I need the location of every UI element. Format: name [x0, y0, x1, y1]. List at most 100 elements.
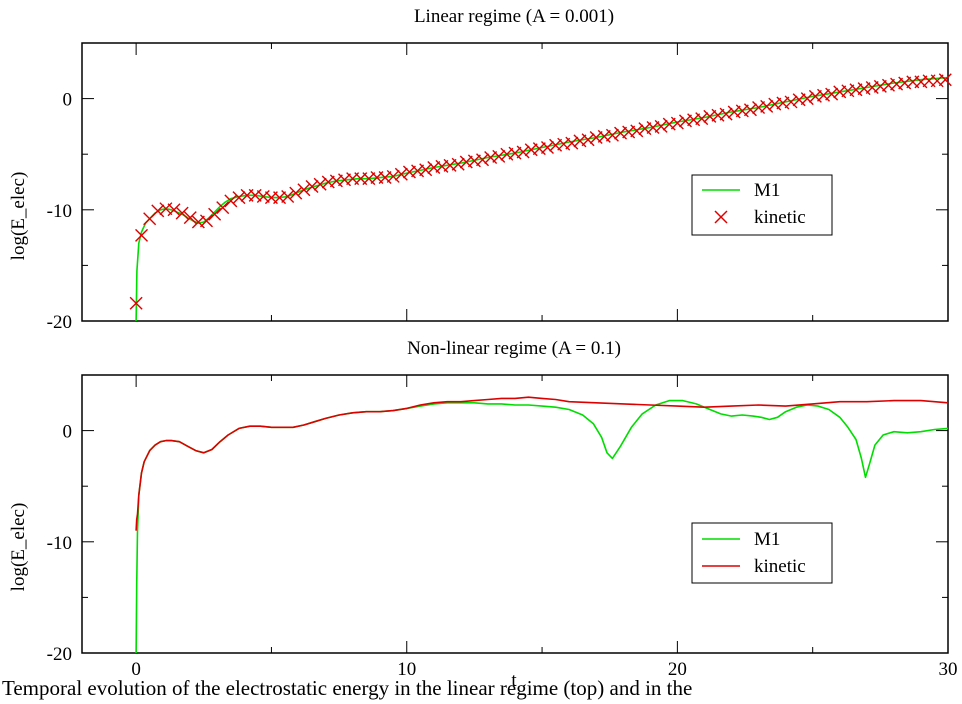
kinetic-marker [890, 77, 904, 91]
kinetic-marker [760, 99, 774, 113]
legend: M1 kinetic [691, 522, 833, 584]
panel-title: Non-linear regime (A = 0.1) [407, 338, 621, 359]
kinetic-marker [630, 124, 644, 138]
kinetic-marker [281, 189, 295, 203]
kinetic-marker [297, 183, 311, 197]
kinetic-marker [183, 211, 197, 225]
kinetic-marker [232, 191, 246, 205]
legend-label-m1: M1 [754, 529, 780, 550]
kinetic-marker [159, 202, 173, 216]
y-tick-label: 0 [63, 90, 73, 111]
kinetic-marker [857, 82, 871, 96]
kinetic-marker [873, 79, 887, 93]
kinetic-marker [329, 174, 343, 188]
kinetic-marker [435, 159, 449, 173]
kinetic-marker [508, 146, 522, 160]
series-kinetic-markers [129, 73, 952, 310]
figure-caption: Temporal evolution of the electrostatic … [2, 676, 693, 700]
y-tick-label: -20 [47, 312, 72, 333]
kinetic-marker [752, 101, 766, 114]
kinetic-marker [719, 107, 733, 121]
kinetic-marker [776, 96, 790, 110]
legend-label-kinetic: kinetic [754, 207, 806, 228]
kinetic-marker [703, 109, 717, 123]
kinetic-marker [938, 73, 952, 87]
kinetic-marker [386, 169, 400, 183]
kinetic-marker [557, 137, 571, 151]
kinetic-marker [784, 95, 798, 109]
series-layer [135, 396, 949, 654]
kinetic-marker [841, 84, 855, 98]
kinetic-marker [248, 188, 262, 202]
kinetic-marker [532, 142, 546, 156]
kinetic-marker [670, 116, 684, 130]
y-axis-label: log(E_elec) [8, 172, 29, 261]
y-tick-label: -20 [47, 644, 72, 665]
kinetic-marker [151, 204, 165, 218]
plot-frame [81, 374, 949, 654]
kinetic-marker [273, 191, 287, 205]
kinetic-marker [427, 161, 441, 175]
kinetic-marker [321, 175, 335, 189]
kinetic-marker [735, 104, 749, 118]
x-tick-label: 0 [131, 659, 141, 680]
kinetic-marker [459, 155, 473, 169]
kinetic-marker [881, 78, 895, 92]
kinetic-marker [305, 179, 319, 193]
kinetic-marker [191, 215, 205, 229]
kinetic-marker [638, 122, 652, 136]
kinetic-marker [467, 154, 481, 168]
kinetic-marker [451, 157, 465, 171]
kinetic-marker [208, 207, 222, 221]
kinetic-marker [825, 87, 839, 101]
kinetic-marker [216, 201, 230, 215]
kinetic-marker [500, 147, 514, 161]
kinetic-marker [865, 80, 879, 94]
plot-frame [81, 42, 949, 322]
panel-title: Linear regime (A = 0.001) [414, 6, 614, 27]
kinetic-marker [792, 93, 806, 107]
axis-ticks: 0 10 20 30 -20 -10 0 [47, 374, 958, 680]
kinetic-marker [727, 105, 741, 119]
kinetic-marker [313, 177, 327, 191]
kinetic-marker [135, 228, 149, 242]
kinetic-marker [800, 92, 814, 106]
kinetic-marker [808, 89, 822, 103]
kinetic-marker [411, 164, 425, 178]
kinetic-marker [605, 128, 619, 142]
kinetic-marker [443, 158, 457, 172]
x-tick-label: 10 [397, 659, 416, 680]
kinetic-marker [597, 129, 611, 143]
legend-label-kinetic: kinetic [754, 556, 806, 577]
legend-marker-kinetic [714, 210, 728, 224]
series-kinetic-line [135, 396, 949, 531]
kinetic-marker [622, 125, 636, 139]
kinetic-marker [711, 108, 725, 122]
linear-regime-panel: Linear regime (A = 0.001) log(E_elec) -2… [8, 6, 952, 333]
kinetic-marker [540, 141, 554, 155]
kinetic-marker [402, 165, 416, 179]
x-tick-label: 20 [668, 659, 687, 680]
kinetic-marker [394, 167, 408, 181]
kinetic-marker [817, 88, 831, 102]
kinetic-marker [654, 119, 668, 133]
kinetic-marker [378, 171, 392, 185]
x-axis-label: t [511, 670, 517, 691]
kinetic-marker [646, 121, 660, 135]
kinetic-marker [849, 83, 863, 97]
kinetic-marker [224, 194, 238, 208]
kinetic-marker [524, 143, 538, 157]
kinetic-marker [614, 126, 628, 140]
legend: M1 kinetic [691, 174, 833, 236]
kinetic-marker [581, 133, 595, 147]
kinetic-marker [662, 117, 676, 131]
y-tick-label: 0 [63, 422, 73, 443]
legend-label-m1: M1 [754, 180, 780, 201]
y-tick-label: -10 [47, 533, 72, 554]
kinetic-marker [743, 103, 757, 117]
kinetic-marker [914, 75, 928, 89]
kinetic-marker [565, 136, 579, 150]
non-linear-regime-panel: Non-linear regime (A = 0.1) log(E_elec) … [8, 338, 958, 691]
kinetic-marker [516, 145, 530, 159]
